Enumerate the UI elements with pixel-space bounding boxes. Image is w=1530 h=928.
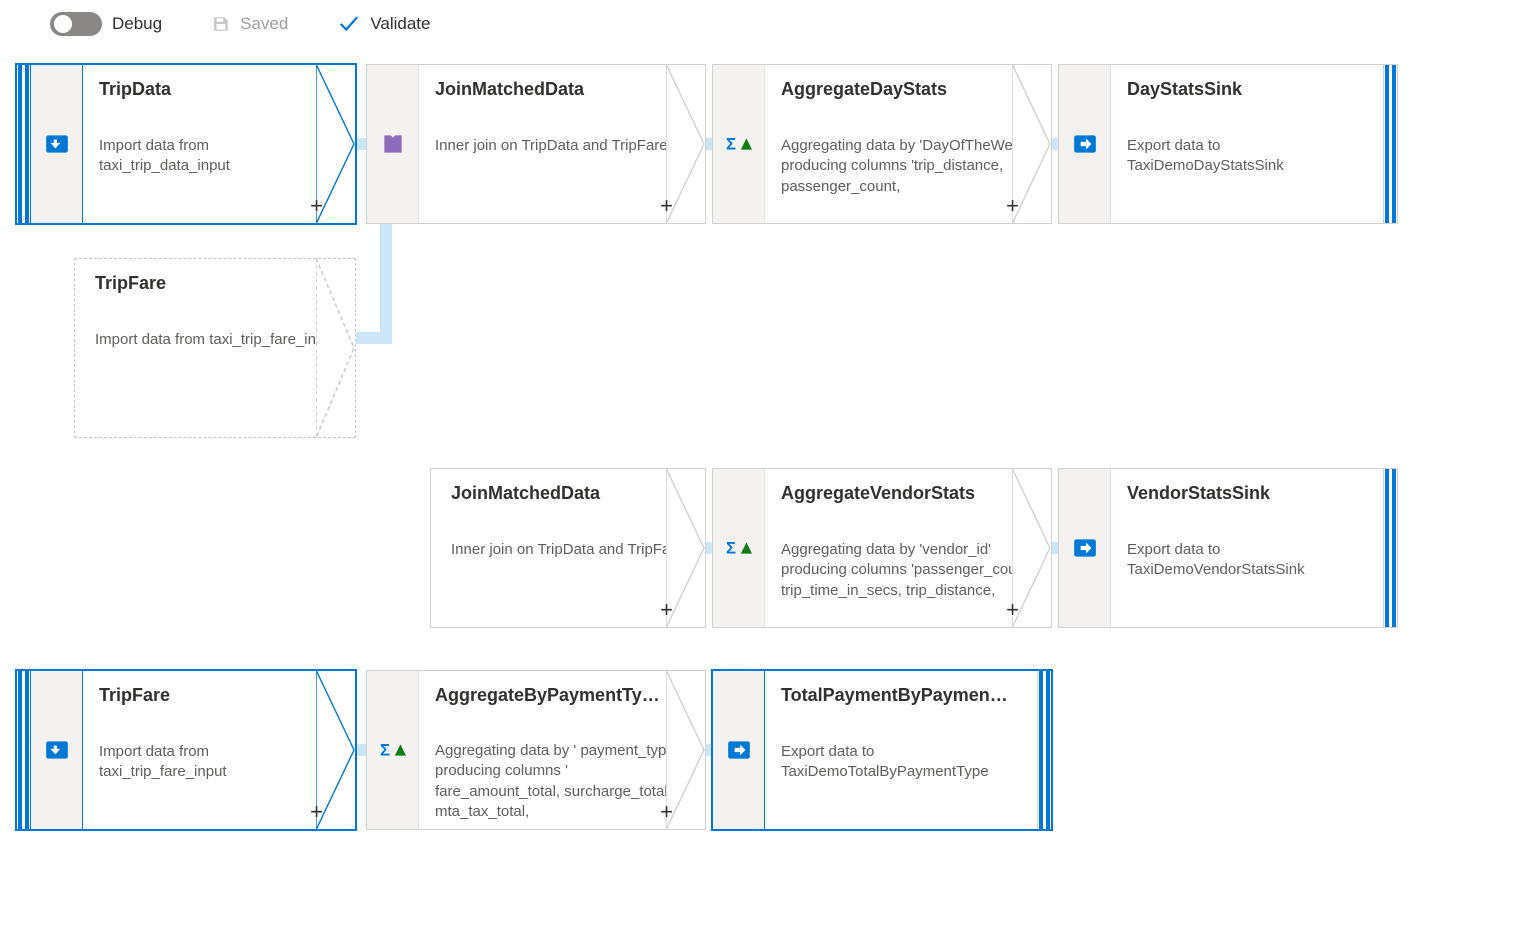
- node-title: VendorStatsSink: [1127, 483, 1367, 504]
- node-title: AggregateByPaymentTy…: [435, 685, 689, 705]
- node-title: AggregateDayStats: [781, 79, 1035, 100]
- node-desc: Inner join on TripData and TripFare: [435, 136, 689, 156]
- saved-status: Saved: [212, 14, 288, 34]
- node-title: TotalPaymentByPaymen…: [781, 685, 1021, 706]
- add-button[interactable]: +: [660, 599, 673, 621]
- node-desc: Import data from taxi_trip_data_input: [99, 136, 339, 177]
- node-icon-cell: Σ: [713, 469, 765, 627]
- add-button[interactable]: +: [1006, 195, 1019, 217]
- svg-text:Σ: Σ: [726, 539, 736, 558]
- node-content: DayStatsSink Export data to TaxiDemoDayS…: [1111, 65, 1383, 223]
- node-aggregatebypaymenttype[interactable]: Σ AggregateByPaymentTy… Aggregating data…: [366, 670, 706, 830]
- node-aggregatedaystats[interactable]: Σ AggregateDayStats Aggregating data by …: [712, 64, 1052, 224]
- node-icon-cell: [367, 65, 419, 223]
- node-tripfare[interactable]: TripFare Import data from taxi_trip_fare…: [16, 670, 356, 830]
- node-content: VendorStatsSink Export data to TaxiDemoV…: [1111, 469, 1383, 627]
- node-icon-cell: [31, 671, 83, 829]
- sink-bar-icon: [1383, 469, 1397, 627]
- node-aggregatevendorstats[interactable]: Σ AggregateVendorStats Aggregating data …: [712, 468, 1052, 628]
- node-title: JoinMatchedData: [451, 483, 689, 504]
- node-totalpaymentbypayment[interactable]: TotalPaymentByPaymen… Export data to Tax…: [712, 670, 1052, 830]
- node-desc: Aggregating data by ' payment_type' prod…: [435, 741, 689, 819]
- aggregate-icon: Σ: [726, 535, 752, 561]
- node-icon-cell: [1059, 65, 1111, 223]
- add-button[interactable]: +: [310, 801, 323, 823]
- toggle-switch-icon[interactable]: [50, 12, 102, 36]
- validate-label: Validate: [370, 14, 430, 34]
- node-icon-cell: Σ: [713, 65, 765, 223]
- node-joinmatcheddata-2[interactable]: JoinMatchedData Inner join on TripData a…: [430, 468, 706, 628]
- svg-text:Σ: Σ: [726, 135, 736, 154]
- node-title: TripFare: [95, 273, 339, 294]
- node-desc: Export data to TaxiDemoDayStatsSink: [1127, 136, 1367, 177]
- add-button[interactable]: +: [1006, 599, 1019, 621]
- debug-label: Debug: [112, 14, 162, 34]
- node-daystatssink[interactable]: DayStatsSink Export data to TaxiDemoDayS…: [1058, 64, 1398, 224]
- node-joinmatcheddata-1[interactable]: JoinMatchedData Inner join on TripData a…: [366, 64, 706, 224]
- source-bar-icon: [17, 671, 31, 829]
- aggregate-icon: Σ: [726, 131, 752, 157]
- node-content: TripFare Import data from taxi_trip_fare…: [75, 259, 355, 437]
- node-desc: Inner join on TripData and TripFare: [451, 540, 689, 560]
- source-bar-icon: [17, 65, 31, 223]
- add-button[interactable]: +: [660, 195, 673, 217]
- node-title: JoinMatchedData: [435, 79, 689, 100]
- node-icon-cell: [713, 671, 765, 829]
- add-button[interactable]: +: [660, 801, 673, 823]
- node-desc: Import data from taxi_trip_fare_input: [99, 742, 339, 783]
- node-desc: Aggregating data by 'DayOfTheWeek' produ…: [781, 136, 1035, 197]
- sink-icon: [1072, 131, 1098, 157]
- join-icon: [380, 131, 406, 157]
- validate-button[interactable]: Validate: [338, 13, 430, 35]
- sink-bar-icon: [1383, 65, 1397, 223]
- node-desc: Aggregating data by 'vendor_id' producin…: [781, 540, 1035, 601]
- connector: [380, 218, 392, 344]
- node-title: TripData: [99, 79, 339, 100]
- sink-bar-icon: [1037, 671, 1051, 829]
- add-button[interactable]: +: [310, 195, 323, 217]
- node-title: AggregateVendorStats: [781, 483, 1035, 504]
- node-desc: Import data from taxi_trip_fare_input: [95, 330, 339, 350]
- check-icon: [338, 13, 360, 35]
- node-icon-cell: Σ: [367, 671, 419, 829]
- node-desc: Export data to TaxiDemoVendorStatsSink: [1127, 540, 1367, 581]
- source-icon: [44, 131, 70, 157]
- node-desc: Export data to TaxiDemoTotalByPaymentTyp…: [781, 742, 1021, 783]
- toolbar: Debug Saved Validate: [0, 0, 1530, 48]
- sink-icon: [726, 737, 752, 763]
- aggregate-icon: Σ: [380, 737, 406, 763]
- node-tripdata[interactable]: TripData Import data from taxi_trip_data…: [16, 64, 356, 224]
- dataflow-canvas[interactable]: TripData Import data from taxi_trip_data…: [0, 48, 1530, 918]
- node-icon-cell: [1059, 469, 1111, 627]
- sink-icon: [1072, 535, 1098, 561]
- node-tripfare-ghost[interactable]: TripFare Import data from taxi_trip_fare…: [74, 258, 356, 438]
- node-content: TotalPaymentByPaymen… Export data to Tax…: [765, 671, 1037, 829]
- debug-toggle[interactable]: Debug: [50, 12, 162, 36]
- node-title: DayStatsSink: [1127, 79, 1367, 100]
- svg-text:Σ: Σ: [380, 741, 390, 760]
- node-icon-cell: [31, 65, 83, 223]
- saved-label: Saved: [240, 14, 288, 34]
- node-title: TripFare: [99, 685, 339, 706]
- source-icon: [44, 737, 70, 763]
- node-vendorstatssink[interactable]: VendorStatsSink Export data to TaxiDemoV…: [1058, 468, 1398, 628]
- save-icon: [212, 15, 230, 33]
